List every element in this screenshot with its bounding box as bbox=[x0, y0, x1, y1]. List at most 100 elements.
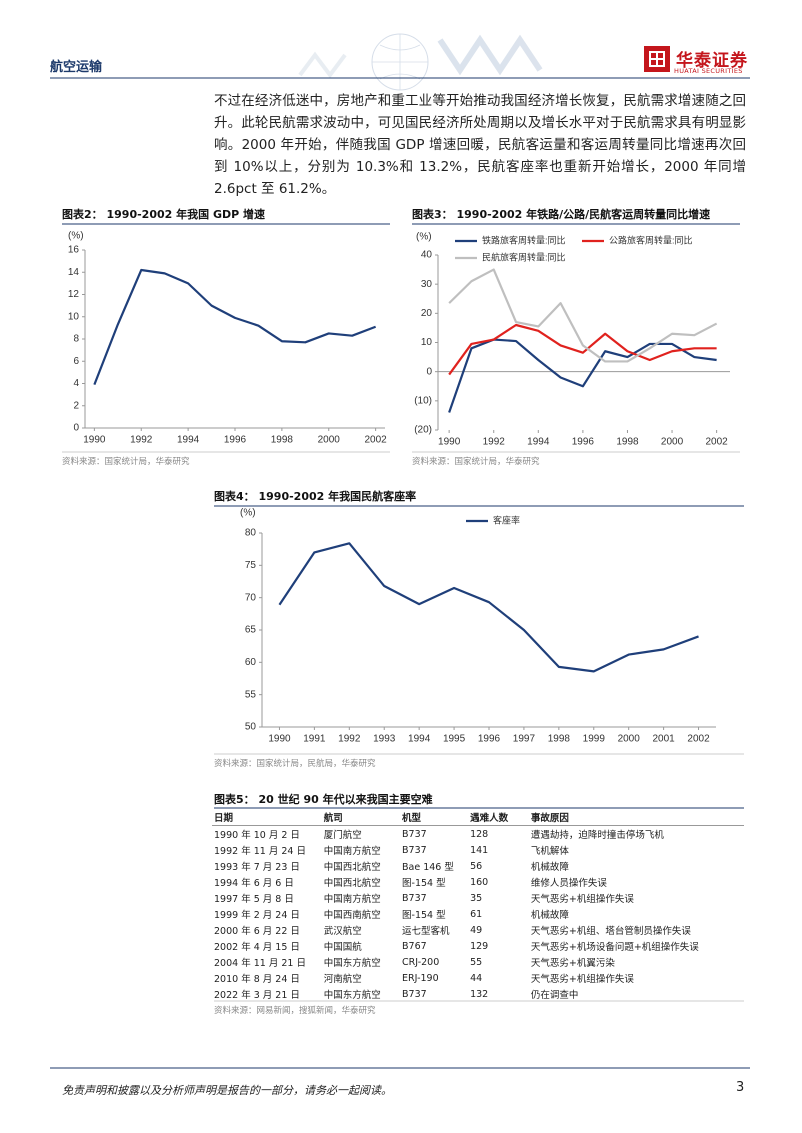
y-tick-label: 75 bbox=[245, 560, 257, 571]
x-tick-label: 2000 bbox=[318, 435, 341, 446]
x-tick-label: 2002 bbox=[365, 435, 388, 446]
x-tick-label: 1992 bbox=[483, 437, 506, 448]
table-cell: 运七型客机 bbox=[402, 926, 450, 937]
table-cell: 天气恶劣+机场设备问题+机组操作失误 bbox=[530, 942, 699, 953]
table-cell: 维修人员操作失误 bbox=[530, 878, 607, 889]
x-tick-label: 2001 bbox=[652, 734, 675, 745]
x-tick-label: 1996 bbox=[478, 734, 501, 745]
section-name: 航空运输 bbox=[50, 60, 103, 75]
y-tick-label: 16 bbox=[68, 245, 80, 256]
x-tick-label: 1997 bbox=[513, 734, 536, 745]
y-tick-label: 10 bbox=[68, 311, 80, 322]
table-cell: B767 bbox=[402, 940, 427, 952]
logo-text: 华泰证券 bbox=[676, 51, 748, 71]
table-cell: 2010 年 8 月 24 日 bbox=[214, 974, 300, 985]
table-cell: 1994 年 6 月 6 日 bbox=[214, 878, 294, 889]
y-tick-label: (10) bbox=[414, 395, 432, 406]
y-tick-label: 0 bbox=[426, 366, 432, 377]
column-header: 事故原因 bbox=[528, 808, 744, 826]
table-cell: 61 bbox=[470, 908, 483, 920]
x-tick-label: 1994 bbox=[527, 437, 550, 448]
y-tick-label: 40 bbox=[421, 250, 433, 261]
x-tick-label: 1990 bbox=[438, 437, 461, 448]
chart-title: 图表4： 1990-2002 年我国民航客座率 bbox=[214, 490, 417, 503]
x-tick-label: 1992 bbox=[338, 734, 361, 745]
table-row: 2010 年 8 月 24 日 河南航空 ERJ-190 44 天气恶劣+机组操作失误 bbox=[212, 970, 744, 986]
table-cell: 1999 年 2 月 24 日 bbox=[214, 910, 300, 921]
table-cell: 56 bbox=[470, 860, 483, 872]
table: 日期 航司 机型 遇难人数 事故原因 1990 年 10 月 2 日 厦门航空 B737 128… bbox=[212, 808, 744, 1002]
table-cell: 1992 年 11 月 24 日 bbox=[214, 846, 306, 857]
column-header: 日期 bbox=[212, 808, 322, 826]
table-cell: 天气恶劣+机组操作失误 bbox=[530, 974, 634, 985]
table-cell: 中国西南航空 bbox=[323, 910, 381, 921]
body-paragraph: 不过在经济低迷中，房地产和重工业等开始推动我国经济增长恢复，民航需求增速随之回升… bbox=[214, 93, 746, 197]
table-cell: 图-154 型 bbox=[402, 878, 446, 889]
y-tick-label: 14 bbox=[68, 267, 80, 278]
series-line bbox=[448, 268, 718, 363]
table-cell: 中国东方航空 bbox=[323, 990, 381, 1001]
y-tick-label: 30 bbox=[421, 279, 433, 290]
y-tick-label: 0 bbox=[73, 423, 79, 434]
table-cell: 128 bbox=[470, 828, 489, 840]
table-row: 1997 年 5 月 8 日 中国南方航空 B737 35 天气恶劣+机组操作失误 bbox=[212, 890, 744, 906]
x-tick-label: 1994 bbox=[177, 435, 200, 446]
x-tick-label: 1991 bbox=[303, 734, 326, 745]
chart-source: 资料来源：国家统计局，华泰研究 bbox=[412, 457, 540, 467]
x-tick-label: 2002 bbox=[706, 437, 729, 448]
logo-subtext: HUATAI SECURITIES bbox=[674, 67, 743, 75]
x-tick-label: 1990 bbox=[83, 435, 106, 446]
y-tick-label: 50 bbox=[245, 722, 257, 733]
legend-label: 民航旅客周转量:同比 bbox=[482, 251, 566, 262]
table-cell: 中国南方航空 bbox=[323, 846, 381, 857]
table-title: 图表5： 20 世纪 90 年代以来我国主要空难 bbox=[214, 793, 433, 806]
table-cell: 厦门航空 bbox=[323, 830, 362, 841]
x-tick-label: 1990 bbox=[268, 734, 291, 745]
chart-source: 资料来源：国家统计局，民航局，华泰研究 bbox=[214, 759, 376, 769]
series-line bbox=[278, 542, 699, 673]
column-header: 遇难人数 bbox=[468, 808, 529, 826]
x-tick-label: 2000 bbox=[661, 437, 684, 448]
table-cell: 中国西北航空 bbox=[323, 878, 381, 889]
y-tick-label: 12 bbox=[68, 289, 80, 300]
y-unit: (%) bbox=[240, 508, 256, 519]
table-cell: 武汉航空 bbox=[323, 926, 362, 937]
table-cell: 天气恶劣+机组、塔台管制员操作失误 bbox=[530, 926, 691, 937]
y-tick-label: 10 bbox=[421, 337, 433, 348]
x-tick-label: 1994 bbox=[408, 734, 431, 745]
legend-label: 铁路旅客周转量:同比 bbox=[482, 234, 566, 245]
table-cell: 中国国航 bbox=[323, 942, 362, 953]
table-cell: 44 bbox=[470, 972, 483, 984]
table-row: 1990 年 10 月 2 日 厦门航空 B737 128 遭遇劫持，迫降时撞击停场飞机 bbox=[212, 826, 744, 843]
table-cell: 机械故障 bbox=[530, 862, 569, 873]
chart-title: 图表3： 1990-2002 年铁路/公路/民航客运周转量同比增速 bbox=[412, 208, 711, 221]
column-header: 机型 bbox=[400, 808, 469, 826]
table-cell: 1993 年 7 月 23 日 bbox=[214, 862, 300, 873]
x-tick-label: 1998 bbox=[616, 437, 639, 448]
table-cell: 132 bbox=[470, 988, 489, 1000]
y-tick-label: 80 bbox=[245, 528, 257, 539]
table-row: 2000 年 6 月 22 日 武汉航空 运七型客机 49 天气恶劣+机组、塔台管制员操… bbox=[212, 922, 744, 938]
table-cell: Bae 146 型 bbox=[402, 862, 454, 873]
table-header: 日期 航司 机型 遇难人数 事故原因 bbox=[212, 808, 744, 826]
x-tick-label: 1995 bbox=[443, 734, 466, 745]
table-cell: 2000 年 6 月 22 日 bbox=[214, 926, 300, 937]
table-cell: 1990 年 10 月 2 日 bbox=[214, 830, 300, 841]
legend-label: 客座率 bbox=[493, 514, 520, 525]
table-cell: B737 bbox=[402, 828, 427, 840]
table-cell: 中国西北航空 bbox=[323, 862, 381, 873]
x-tick-label: 1998 bbox=[548, 734, 571, 745]
y-tick-label: 20 bbox=[421, 308, 433, 319]
chart-source: 资料来源：国家统计局，华泰研究 bbox=[62, 457, 190, 467]
series-line bbox=[93, 268, 377, 386]
table-row: 2002 年 4 月 15 日 中国国航 B767 129 天气恶劣+机场设备问题+机组… bbox=[212, 938, 744, 954]
y-tick-label: 4 bbox=[73, 378, 79, 389]
table-cell: B737 bbox=[402, 988, 427, 1000]
y-tick-label: 8 bbox=[73, 334, 79, 345]
x-tick-label: 2002 bbox=[687, 734, 710, 745]
table-cell: 图-154 型 bbox=[402, 910, 446, 921]
y-tick-label: 55 bbox=[245, 689, 257, 700]
